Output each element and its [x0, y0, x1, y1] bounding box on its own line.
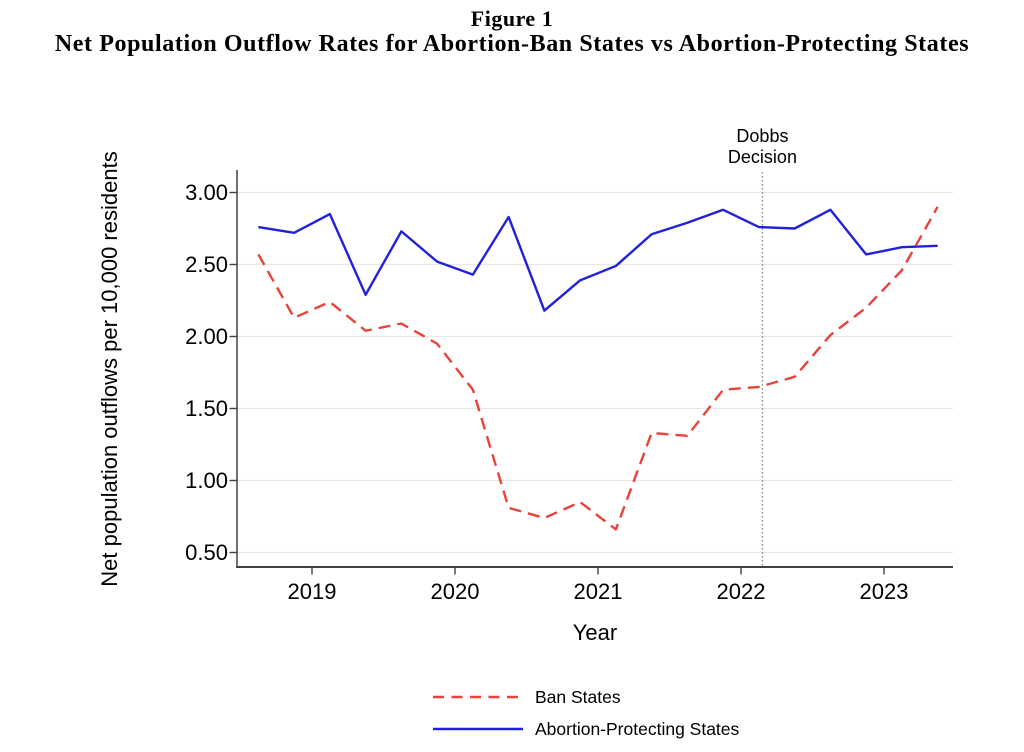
legend-item-ban-states: Ban States — [433, 681, 739, 713]
series-line-abortion-protecting-states — [258, 208, 938, 312]
legend: Ban States Abortion-Protecting States — [433, 681, 739, 745]
legend-label-ban-states: Ban States — [535, 686, 621, 707]
legend-swatch-ban-states — [433, 695, 523, 699]
axis-tick-marks — [229, 191, 885, 575]
series-line-ban-states — [257, 206, 939, 531]
dobbs-decision-annotation: Dobbs Decision — [692, 126, 832, 168]
legend-item-abortion-protecting-states: Abortion-Protecting States — [433, 713, 739, 745]
x-tick-label-2022: 2022 — [716, 579, 766, 604]
gridlines — [237, 191, 953, 554]
dobbs-annotation-line2: Decision — [727, 147, 797, 167]
x-axis-title: Year — [572, 620, 618, 645]
y-tick-label-3.00: 3.00 — [185, 179, 228, 205]
legend-label-abortion-protecting-states: Abortion-Protecting States — [535, 718, 740, 739]
x-tick-label-2021: 2021 — [573, 579, 623, 604]
y-tick-label-0.50: 0.50 — [185, 539, 228, 565]
y-tick-label-2.00: 2.00 — [185, 323, 228, 349]
y-axis-title: Net population outflows per 10,000 resid… — [97, 151, 122, 587]
x-tick-label-2019: 2019 — [287, 579, 337, 604]
y-tick-label-1.50: 1.50 — [185, 395, 228, 421]
y-tick-label-1.00: 1.00 — [185, 467, 228, 493]
figure-number: Figure 1 — [470, 6, 554, 31]
figure-title: Net Population Outflow Rates for Abortio… — [54, 31, 970, 57]
x-tick-label-2023: 2023 — [859, 579, 909, 604]
x-tick-label-2020: 2020 — [430, 579, 480, 604]
legend-swatch-abortion-protecting-states — [433, 727, 523, 731]
y-tick-label-2.50: 2.50 — [185, 251, 228, 277]
dobbs-annotation-line1: Dobbs — [736, 126, 789, 146]
